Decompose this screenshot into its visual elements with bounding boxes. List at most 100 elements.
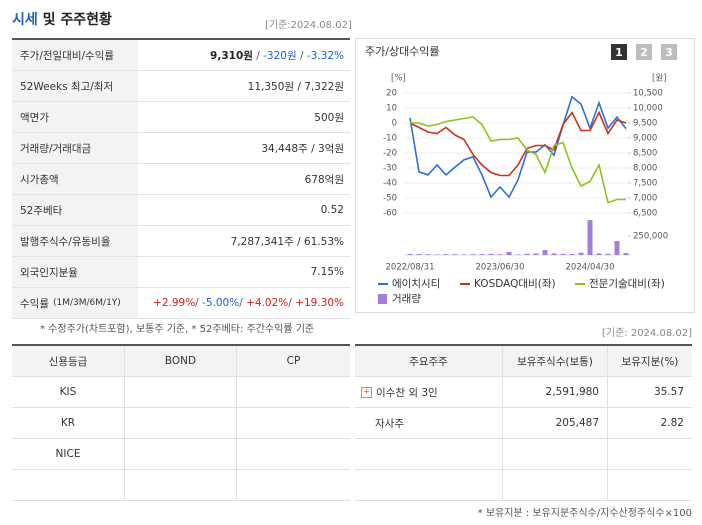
volume-bar	[416, 254, 422, 255]
y-tick-label: -50	[383, 194, 397, 204]
table-cell	[125, 408, 237, 438]
quote-value: 7.15%	[138, 266, 350, 278]
chart-button-label[interactable]: 2	[640, 46, 648, 59]
cell-text: KR	[60, 417, 76, 429]
value-part: +2.99%	[153, 297, 196, 309]
value-text: 7.15%	[310, 266, 344, 278]
x-tick-label: 2023/06/30	[476, 263, 525, 273]
title-rest: 및 주주현황	[42, 12, 112, 28]
table-cell: 2,591,980	[503, 377, 608, 407]
quote-label: 주가/전일대비/수익률	[12, 40, 138, 70]
value-text: 0.52	[320, 204, 344, 216]
y2-tick-label: 7,500	[633, 179, 657, 189]
header-cell: 주요주주	[355, 346, 503, 376]
label-text: 52주베타	[20, 204, 63, 217]
chart-button[interactable]	[661, 44, 677, 60]
value-part: /	[239, 297, 247, 309]
cell-text: 자사주	[375, 417, 404, 430]
value-part: /	[195, 297, 203, 309]
section-title: 시세 및 주주현황	[12, 9, 112, 29]
header-row: 주요주주 보유주식수(보통) 보유지분(%)	[355, 346, 692, 377]
expand-icon[interactable]: +	[361, 386, 372, 398]
table-cell	[125, 470, 237, 500]
y-tick-label: 0	[392, 119, 397, 129]
quote-row: 52주베타 0.52	[12, 195, 350, 226]
cell-text: 2,591,980	[545, 386, 599, 398]
volume-bar	[542, 250, 548, 255]
chart-button-label[interactable]: 1	[615, 46, 623, 59]
label-text: 거래량/거래대금	[20, 142, 92, 155]
table-cell	[237, 377, 350, 407]
table-cell: + 이수찬 외 3인	[355, 377, 503, 407]
x-tick-label: 2024/04/30	[566, 263, 615, 273]
quote-label: 52Weeks 최고/최저	[12, 71, 138, 101]
value-part: -5.00%	[202, 297, 240, 309]
y2-tick-label: 10,000	[633, 104, 663, 114]
table-cell: 자사주	[355, 408, 503, 438]
quote-label: 수익률 (1M/3M/6M/1Y)	[12, 288, 138, 318]
quote-row: 수익률 (1M/3M/6M/1Y) +2.99%/ -5.00%/ +4.02%/ …	[12, 288, 350, 319]
cell-text: 205,487	[555, 417, 599, 429]
quote-row: 외국인지분율 7.15%	[12, 257, 350, 288]
empty-row	[355, 470, 692, 501]
legend-label: 에이치시티	[392, 278, 440, 290]
volume-bar	[407, 253, 413, 255]
label-text: 시가총액	[20, 173, 59, 186]
volume-bar	[551, 253, 557, 255]
table-cell: 205,487	[503, 408, 608, 438]
value-part: +4.02%	[246, 297, 289, 309]
chart-title: 주가/상대수익률	[365, 45, 440, 58]
table-cell: 2.82	[608, 408, 692, 438]
y2-tick-label: 9,500	[633, 119, 657, 129]
chart-button-label[interactable]: 3	[665, 46, 673, 59]
cell-text: KIS	[59, 386, 77, 398]
table-row: NICE	[12, 439, 350, 470]
volume-bar	[434, 254, 440, 255]
table-cell: KIS	[12, 377, 125, 407]
chart-button[interactable]	[611, 44, 627, 60]
volume-bar	[623, 253, 629, 255]
table-cell	[608, 470, 692, 500]
y-tick-label: -60	[383, 209, 397, 219]
series-line	[409, 110, 627, 177]
volume-bar	[515, 254, 521, 255]
quote-label: 거래량/거래대금	[12, 133, 138, 163]
y-tick-label: -40	[383, 179, 397, 189]
table-cell: 35.57	[608, 377, 692, 407]
chart-button[interactable]	[636, 44, 652, 60]
label-note: (1M/3M/6M/1Y)	[52, 298, 121, 308]
quote-value: +2.99%/ -5.00%/ +4.02%/ +19.30%	[138, 297, 350, 309]
label-text: 외국인지분율	[20, 266, 78, 279]
table-row: 자사주 205,487 2.82	[355, 408, 692, 439]
label-text: 수익률	[20, 297, 49, 310]
value-part: +19.30%	[295, 297, 344, 309]
value-text: 678억원	[304, 173, 344, 186]
volume-bar	[614, 240, 620, 255]
y-tick-label: -30	[383, 164, 397, 174]
quote-label: 액면가	[12, 102, 138, 132]
table-cell: NICE	[12, 439, 125, 469]
quote-row: 주가/전일대비/수익률 9,310원 / -320원 / -3.32%	[12, 40, 350, 71]
quote-label: 발행주식수/유동비율	[12, 226, 138, 256]
volume-bar	[470, 254, 476, 255]
volume-bar	[560, 253, 566, 255]
table-cell: KR	[12, 408, 125, 438]
table-cell	[503, 439, 608, 469]
quote-value: 500원	[138, 110, 350, 125]
quote-label: 외국인지분율	[12, 257, 138, 287]
value-part: -3.32%	[306, 49, 344, 62]
volume-bar	[524, 253, 530, 255]
volume-bar	[425, 254, 431, 255]
y2-tick-label: 8,500	[633, 149, 657, 159]
value-text: 11,350원 / 7,322원	[247, 80, 344, 93]
y2-unit: [원]	[652, 74, 666, 84]
quote-value: 11,350원 / 7,322원	[138, 79, 350, 94]
y2-tick-label: 9,000	[633, 134, 657, 144]
table-cell	[237, 470, 350, 500]
y-tick-label: 10	[386, 104, 397, 114]
holder-table: 주요주주 보유주식수(보통) 보유지분(%) + 이수찬 외 3인 2,591,980 35…	[355, 344, 692, 501]
volume-bar	[443, 254, 449, 255]
quote-value: 34,448주 / 3억원	[138, 141, 350, 156]
series-line	[409, 95, 627, 199]
table-cell	[237, 408, 350, 438]
